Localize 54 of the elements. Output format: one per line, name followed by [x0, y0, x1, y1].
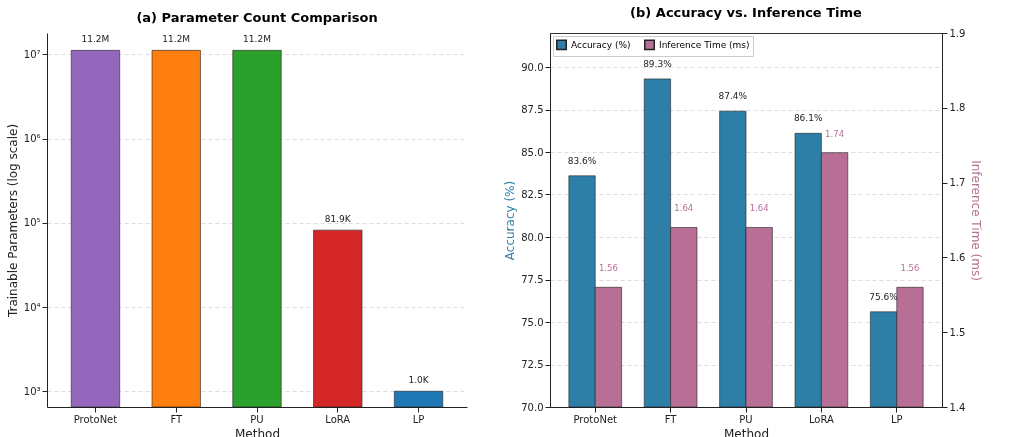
- x-tick-label: ProtoNet: [573, 413, 618, 425]
- y2-tick-label: 1.4: [949, 401, 966, 413]
- y-tick-label: 10⁵: [23, 217, 41, 229]
- x-tick-label: FT: [664, 413, 678, 425]
- x-tick-label: ProtoNet: [73, 413, 118, 425]
- y-tick-label: 10³: [23, 385, 41, 397]
- y-tick-label: 10⁶: [23, 133, 41, 145]
- y2-tick-label: 1.8: [949, 102, 966, 114]
- y-tick-label: 82.5: [521, 189, 544, 200]
- y-tick-label: 10⁷: [23, 48, 41, 60]
- x-tick-label: FT: [170, 413, 183, 425]
- x-tick-label: LoRA: [325, 413, 351, 425]
- x-tick-label: LP: [890, 413, 903, 425]
- data-label: 1.56: [598, 263, 618, 274]
- legend-label: Inference Time (ms): [659, 39, 750, 50]
- data-label: 11.2M: [81, 34, 110, 45]
- x-tick-label: PU: [250, 413, 264, 425]
- y-axis-title: Trainable Parameters (log scale): [5, 123, 20, 319]
- data-label: 89.3%: [643, 58, 673, 69]
- y-axis-title: Accuracy (%): [503, 180, 518, 261]
- data-label: 11.2M: [162, 34, 191, 45]
- x-tick-label: LP: [412, 413, 425, 425]
- y-tick-label: 90.0: [521, 61, 544, 73]
- y-tick-label: 75.0: [521, 316, 544, 328]
- y-tick-label: 77.5: [521, 274, 544, 285]
- y-tick-label: 85.0: [521, 146, 544, 158]
- data-label: 87.4%: [718, 91, 748, 102]
- data-label: 83.6%: [567, 155, 597, 166]
- data-label: 1.56: [900, 263, 920, 274]
- y-tick-label: 10⁴: [23, 301, 41, 313]
- data-label: 1.0K: [408, 375, 430, 386]
- y-tick-label: 87.5: [521, 104, 544, 115]
- y-tick-label: 72.5: [521, 359, 544, 370]
- x-axis-title: Method: [234, 426, 281, 437]
- x-tick-label: LoRA: [808, 413, 834, 425]
- data-label: 86.1%: [793, 113, 823, 124]
- data-label: 81.9K: [324, 214, 352, 225]
- data-label: 1.74: [825, 128, 845, 139]
- y2-axis-title: Inference Time (ms): [969, 160, 984, 281]
- x-tick-label: PU: [739, 413, 753, 425]
- data-label: 75.6%: [869, 291, 899, 302]
- y-tick-label: 80.0: [521, 231, 544, 243]
- x-axis-title: Method: [723, 426, 770, 437]
- y2-tick-label: 1.5: [949, 326, 966, 338]
- y2-tick-label: 1.9: [949, 27, 966, 39]
- data-label: 1.64: [749, 203, 769, 214]
- data-label: 11.2M: [243, 34, 271, 45]
- y2-tick-label: 1.7: [949, 177, 966, 189]
- data-label: 1.64: [674, 203, 694, 214]
- y-tick-label: 70.0: [521, 401, 544, 413]
- chart-title: (a) Parameter Count Comparison: [136, 10, 378, 25]
- chart-title: (b) Accuracy vs. Inference Time: [630, 5, 863, 20]
- legend-label: Accuracy (%): [571, 39, 631, 50]
- y2-tick-label: 1.6: [949, 251, 966, 263]
